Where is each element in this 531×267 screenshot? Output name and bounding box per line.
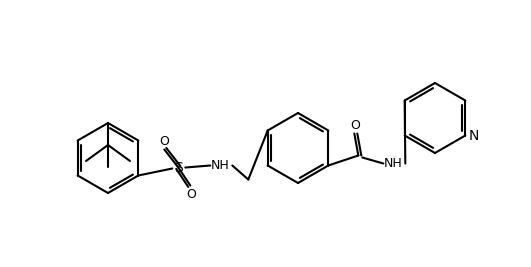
- Text: S: S: [174, 160, 183, 175]
- Text: NH: NH: [211, 159, 230, 172]
- Text: NH: NH: [384, 157, 402, 170]
- Text: N: N: [469, 128, 479, 143]
- Text: O: O: [159, 135, 169, 148]
- Text: O: O: [350, 119, 360, 132]
- Text: O: O: [186, 188, 196, 201]
